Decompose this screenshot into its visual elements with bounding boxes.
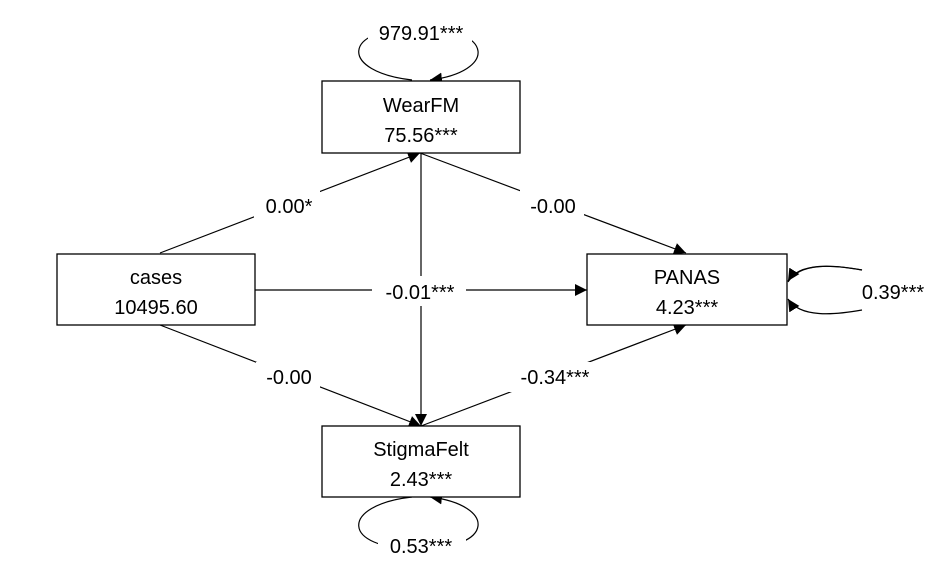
node-wearfm-value: 75.56*** (384, 125, 458, 147)
node-cases-value: 10495.60 (114, 297, 197, 319)
path-label-cases-wearfm: 0.00* (266, 196, 313, 218)
variance-label-panas: 0.39*** (862, 282, 924, 304)
node-panas-value: 4.23*** (656, 297, 718, 319)
node-stigmafelt: StigmaFelt 2.43*** (321, 425, 521, 498)
node-panas-name: PANAS (654, 267, 720, 289)
path-label-cases-stigmafelt: -0.00 (266, 367, 312, 389)
variance-label-stigmafelt: 0.53*** (390, 536, 452, 558)
node-stigmafelt-value: 2.43*** (390, 469, 452, 491)
node-cases-name: cases (130, 267, 182, 289)
node-panas: PANAS 4.23*** (586, 253, 788, 326)
variance-label-wearfm: 979.91*** (379, 23, 464, 45)
node-wearfm-name: WearFM (383, 95, 459, 117)
path-label-stigmafelt-panas: -0.34*** (521, 367, 590, 389)
path-label-cases-panas: -0.01*** (386, 282, 455, 304)
node-cases: cases 10495.60 (56, 253, 256, 326)
node-stigmafelt-name: StigmaFelt (373, 439, 469, 461)
node-wearfm: WearFM 75.56*** (321, 80, 521, 154)
variance-loop-panas-arrow2 (787, 265, 863, 282)
path-label-wearfm-panas: -0.00 (530, 196, 576, 218)
